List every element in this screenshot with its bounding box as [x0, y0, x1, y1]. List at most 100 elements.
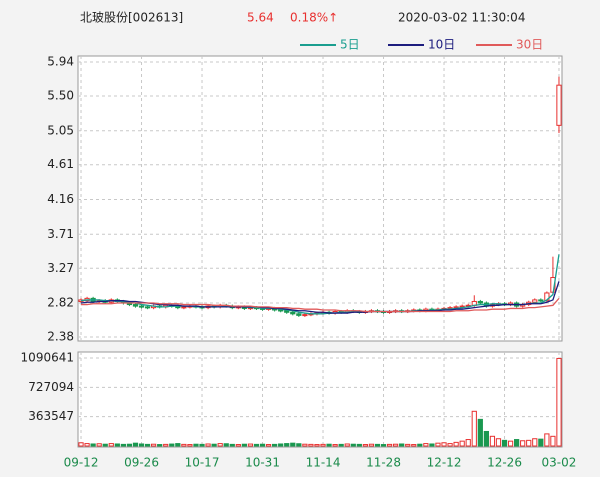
x-tick-label: 10-17 — [185, 456, 220, 470]
volume-bar — [290, 442, 296, 447]
volume-bar — [393, 443, 399, 447]
volume-bar — [489, 435, 496, 447]
volume-tick-label: 363547 — [28, 409, 74, 423]
volume-bar — [157, 444, 163, 447]
volume-bar — [314, 444, 320, 447]
legend-label: 30日 — [516, 38, 543, 52]
change: 0.18%↑ — [290, 11, 338, 25]
volume-bar — [193, 443, 199, 447]
volume-bar — [223, 443, 229, 447]
volume-bar — [138, 443, 145, 447]
volume-bar — [102, 443, 108, 447]
volume-bar — [350, 443, 356, 447]
y-tick-label: 5.50 — [47, 88, 74, 102]
y-tick-label: 4.61 — [47, 157, 74, 171]
candle-body — [138, 305, 145, 308]
price-panel — [77, 55, 563, 342]
chart-title: 北玻股份[002613] — [80, 11, 183, 25]
candle-body — [284, 310, 290, 313]
volume-bar — [169, 443, 175, 447]
volume-bar — [235, 444, 241, 447]
ma-line — [80, 281, 560, 314]
volume-bar — [399, 443, 405, 447]
candle-body — [302, 314, 308, 317]
volume-bar — [96, 443, 102, 447]
volume-bar — [520, 440, 526, 447]
candle-body — [181, 306, 187, 309]
candle-body — [477, 300, 483, 304]
candle-body — [556, 84, 562, 126]
volume-bar — [132, 442, 139, 447]
volume-bar — [550, 435, 556, 447]
volume-bar — [465, 439, 471, 447]
volume-bar — [241, 443, 247, 447]
volume-bar — [205, 443, 211, 447]
volume-bar — [108, 443, 114, 447]
volume-bar — [320, 443, 326, 447]
volume-bar — [447, 443, 453, 447]
x-tick-label: 09-26 — [124, 456, 159, 470]
candle-body — [538, 299, 544, 302]
volume-bar — [217, 443, 223, 447]
volume-bar — [532, 438, 538, 447]
volume-bar — [199, 443, 205, 447]
volume-bar — [417, 443, 423, 447]
volume-bar — [459, 440, 465, 447]
volume-bar — [247, 443, 254, 447]
volume-bar — [344, 443, 350, 447]
y-tick-label: 4.16 — [47, 192, 74, 206]
x-tick-label: 12-12 — [427, 456, 462, 470]
volume-bar — [284, 443, 290, 447]
candle-body — [532, 299, 538, 303]
x-tick-label: 11-28 — [366, 456, 401, 470]
volume-bar — [187, 444, 193, 447]
ma-line — [81, 297, 560, 313]
volume-bar — [114, 443, 120, 447]
volume-bar — [538, 438, 544, 447]
volume-bar — [302, 443, 308, 447]
volume-bar — [78, 442, 84, 447]
volume-bar — [229, 443, 235, 447]
volume-bar — [326, 443, 332, 447]
x-tick-label: 09-12 — [64, 456, 99, 470]
volume-bar — [144, 443, 151, 447]
volume-bar — [362, 444, 368, 447]
volume-bar — [332, 444, 338, 447]
volume-bar — [495, 438, 502, 447]
y-tick-label: 2.82 — [47, 296, 74, 310]
volume-bar — [151, 443, 157, 447]
volume-bar — [296, 443, 302, 447]
volume-bar — [477, 418, 483, 447]
volume-bar — [368, 443, 375, 447]
volume-bar — [386, 443, 393, 447]
volume-bar — [356, 443, 362, 447]
volume-bar — [429, 443, 435, 447]
y-tick-label: 5.05 — [47, 123, 74, 137]
volume-bar — [544, 433, 550, 447]
volume-bar — [181, 443, 187, 447]
volume-bar — [265, 444, 272, 447]
volume-bar — [308, 443, 314, 447]
volume-bar — [483, 430, 489, 447]
candle-body — [132, 304, 139, 307]
volume-bar — [211, 443, 217, 447]
x-tick-label: 03-02 — [542, 456, 577, 470]
volume-bar — [272, 443, 278, 447]
y-tick-label: 3.27 — [47, 261, 74, 275]
volume-bar — [175, 443, 181, 447]
volume-bar — [501, 439, 508, 447]
volume-bar — [126, 443, 133, 447]
volume-bar — [374, 443, 381, 447]
volume-panel — [77, 351, 563, 448]
volume-bar — [471, 410, 477, 447]
candle-body — [278, 309, 284, 312]
datetime: 2020-03-02 11:30:04 — [398, 11, 525, 25]
volume-bar — [338, 443, 344, 447]
candle-body — [296, 313, 302, 316]
volume-bar — [526, 439, 532, 447]
volume-bar — [259, 443, 266, 447]
volume-bar — [163, 443, 169, 447]
y-tick-label: 5.94 — [47, 55, 74, 69]
volume-bar — [423, 443, 429, 447]
